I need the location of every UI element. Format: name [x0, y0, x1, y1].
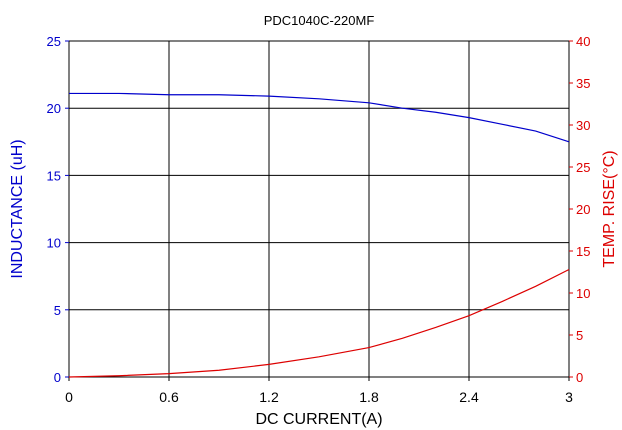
x-axis-label: DC CURRENT(A) — [255, 411, 382, 428]
chart-title: PDC1040C-220MF — [264, 13, 375, 28]
x-tick-label: 0.6 — [159, 389, 179, 405]
right-axis-label: TEMP. RISE(°C) — [601, 150, 618, 267]
right-axis-ticks: 0 5 10 15 20 25 30 35 40 — [569, 34, 590, 385]
inductance-series-line — [69, 92, 570, 143]
x-tick-label: 1.2 — [259, 389, 279, 405]
grid-lines — [69, 41, 569, 377]
x-axis-ticks: 0 0.6 1.2 1.8 2.4 3 — [65, 377, 573, 405]
x-tick-label: 2.4 — [459, 389, 479, 405]
plot-frame — [68, 40, 570, 378]
right-tick-label: 25 — [576, 160, 590, 175]
left-tick-label: 25 — [47, 34, 61, 49]
right-tick-label: 35 — [576, 76, 590, 91]
right-tick-label: 5 — [576, 328, 583, 343]
left-tick-label: 10 — [47, 236, 61, 251]
left-tick-label: 5 — [54, 303, 61, 318]
right-tick-label: 30 — [576, 118, 590, 133]
x-tick-label: 0 — [65, 389, 73, 405]
right-tick-label: 20 — [576, 202, 590, 217]
left-axis-label: INDUCTANCE (uH) — [9, 139, 26, 278]
right-tick-label: 10 — [576, 286, 590, 301]
left-tick-label: 20 — [47, 101, 61, 116]
right-tick-label: 40 — [576, 34, 590, 49]
left-tick-label: 15 — [47, 168, 61, 183]
temp-rise-series-line — [68, 268, 570, 378]
x-tick-label: 1.8 — [359, 389, 379, 405]
left-tick-label: 0 — [54, 370, 61, 385]
x-tick-label: 3 — [565, 389, 573, 405]
left-axis-ticks: 0 5 10 15 20 25 — [47, 34, 69, 385]
right-tick-label: 0 — [576, 370, 583, 385]
series-layer — [68, 92, 570, 378]
right-tick-label: 15 — [576, 244, 590, 259]
